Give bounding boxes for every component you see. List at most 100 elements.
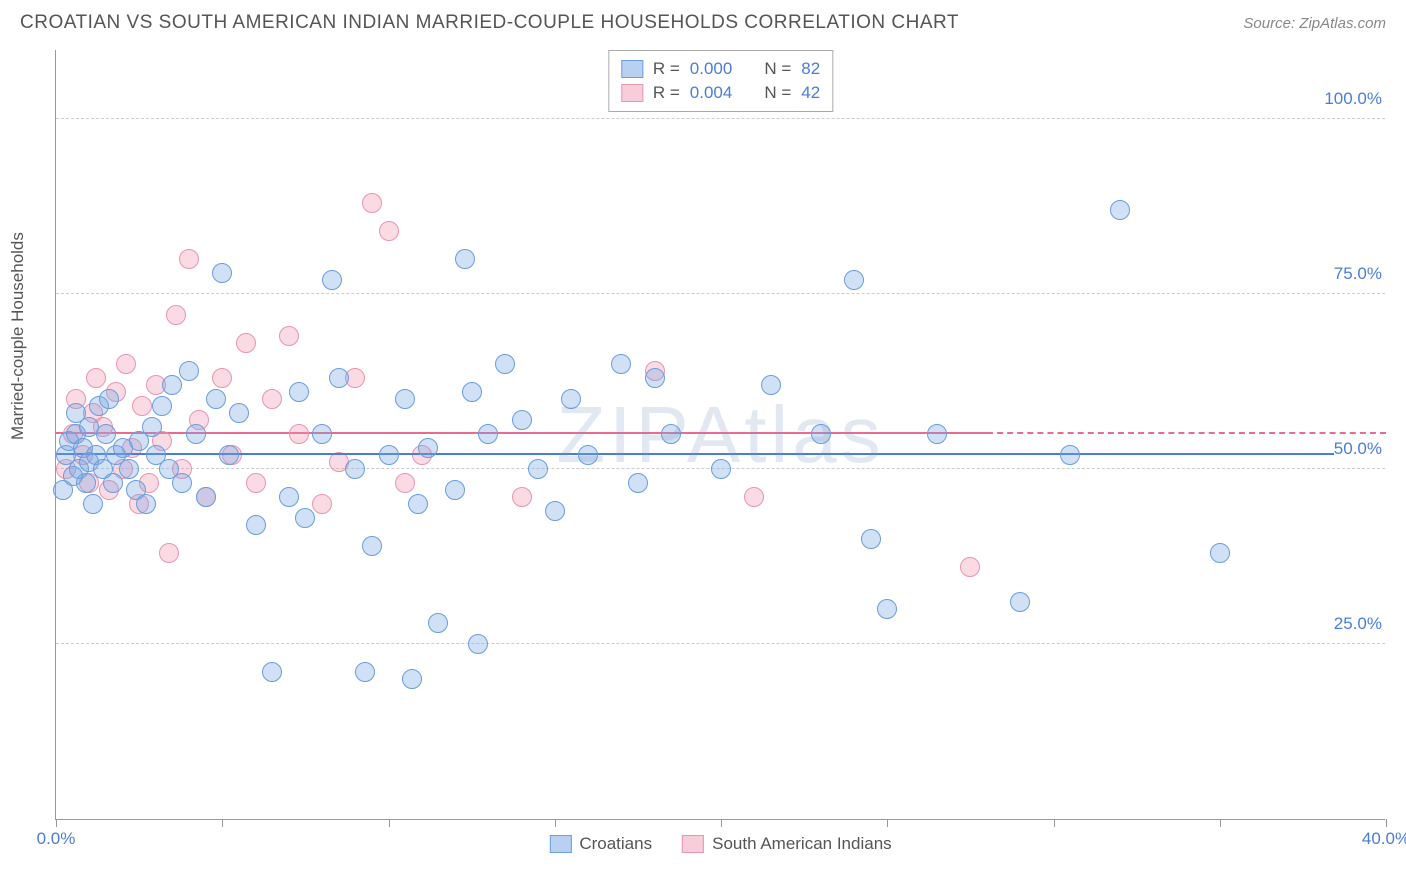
- data-point: [179, 249, 199, 269]
- data-point: [279, 487, 299, 507]
- data-point: [927, 424, 947, 444]
- data-point: [711, 459, 731, 479]
- data-point: [312, 424, 332, 444]
- legend-label: Croatians: [579, 834, 652, 854]
- data-point: [495, 354, 515, 374]
- data-point: [379, 221, 399, 241]
- x-tick: [1220, 819, 1221, 827]
- data-point: [408, 494, 428, 514]
- data-point: [1010, 592, 1030, 612]
- data-point: [428, 613, 448, 633]
- gridline: [56, 293, 1385, 294]
- data-point: [1110, 200, 1130, 220]
- data-point: [844, 270, 864, 290]
- data-point: [229, 403, 249, 423]
- trend-line-dash: [987, 432, 1386, 434]
- data-point: [418, 438, 438, 458]
- x-tick: [389, 819, 390, 827]
- data-point: [152, 396, 172, 416]
- data-point: [186, 424, 206, 444]
- data-point: [262, 662, 282, 682]
- data-point: [172, 473, 192, 493]
- data-point: [761, 375, 781, 395]
- x-tick: [721, 819, 722, 827]
- data-point: [362, 536, 382, 556]
- data-point: [861, 529, 881, 549]
- data-point: [76, 473, 96, 493]
- data-point: [661, 424, 681, 444]
- data-point: [99, 389, 119, 409]
- data-point: [528, 459, 548, 479]
- chart-header: CROATIAN VS SOUTH AMERICAN INDIAN MARRIE…: [0, 0, 1406, 42]
- data-point: [132, 396, 152, 416]
- data-point: [322, 270, 342, 290]
- data-point: [455, 249, 475, 269]
- data-point: [512, 487, 532, 507]
- data-point: [462, 382, 482, 402]
- data-point: [811, 424, 831, 444]
- data-point: [289, 424, 309, 444]
- data-point: [159, 543, 179, 563]
- data-point: [166, 305, 186, 325]
- y-axis-label: Married-couple Households: [8, 232, 28, 440]
- data-point: [295, 508, 315, 528]
- data-point: [611, 354, 631, 374]
- stats-legend-row: R = 0.000N = 82: [621, 57, 820, 81]
- data-point: [119, 459, 139, 479]
- trend-line: [56, 453, 1386, 455]
- x-tick: [222, 819, 223, 827]
- y-tick-label: 50.0%: [1334, 439, 1390, 459]
- data-point: [877, 599, 897, 619]
- data-point: [262, 389, 282, 409]
- data-point: [395, 473, 415, 493]
- data-point: [103, 473, 123, 493]
- data-point: [578, 445, 598, 465]
- data-point: [645, 368, 665, 388]
- x-tick: [56, 819, 57, 827]
- data-point: [445, 480, 465, 500]
- data-point: [236, 333, 256, 353]
- data-point: [289, 382, 309, 402]
- data-point: [116, 354, 136, 374]
- data-point: [478, 424, 498, 444]
- data-point: [83, 494, 103, 514]
- data-point: [512, 410, 532, 430]
- data-point: [329, 368, 349, 388]
- legend-swatch: [621, 60, 643, 78]
- legend-swatch: [682, 835, 704, 853]
- data-point: [196, 487, 216, 507]
- data-point: [246, 515, 266, 535]
- y-tick-label: 75.0%: [1334, 264, 1390, 284]
- data-point: [212, 368, 232, 388]
- data-point: [279, 326, 299, 346]
- legend-label: South American Indians: [712, 834, 892, 854]
- stats-legend-row: R = 0.004N = 42: [621, 81, 820, 105]
- data-point: [561, 389, 581, 409]
- data-point: [312, 494, 332, 514]
- data-point: [960, 557, 980, 577]
- data-point: [142, 417, 162, 437]
- chart-title: CROATIAN VS SOUTH AMERICAN INDIAN MARRIE…: [20, 12, 959, 34]
- data-point: [206, 389, 226, 409]
- y-tick-label: 25.0%: [1334, 614, 1390, 634]
- data-point: [744, 487, 764, 507]
- stats-legend: R = 0.000N = 82R = 0.004N = 42: [608, 50, 833, 112]
- x-tick-label: 0.0%: [37, 829, 76, 849]
- x-tick: [1054, 819, 1055, 827]
- data-point: [379, 445, 399, 465]
- data-point: [162, 375, 182, 395]
- data-point: [136, 494, 156, 514]
- data-point: [179, 361, 199, 381]
- scatter-chart: ZIPAtlas R = 0.000N = 82R = 0.004N = 42 …: [55, 50, 1385, 820]
- data-point: [402, 669, 422, 689]
- data-point: [219, 445, 239, 465]
- legend-swatch: [549, 835, 571, 853]
- data-point: [362, 193, 382, 213]
- gridline: [56, 118, 1385, 119]
- x-tick-label: 40.0%: [1362, 829, 1406, 849]
- data-point: [468, 634, 488, 654]
- data-point: [1060, 445, 1080, 465]
- legend-item: Croatians: [549, 834, 652, 854]
- data-point: [246, 473, 266, 493]
- data-point: [86, 368, 106, 388]
